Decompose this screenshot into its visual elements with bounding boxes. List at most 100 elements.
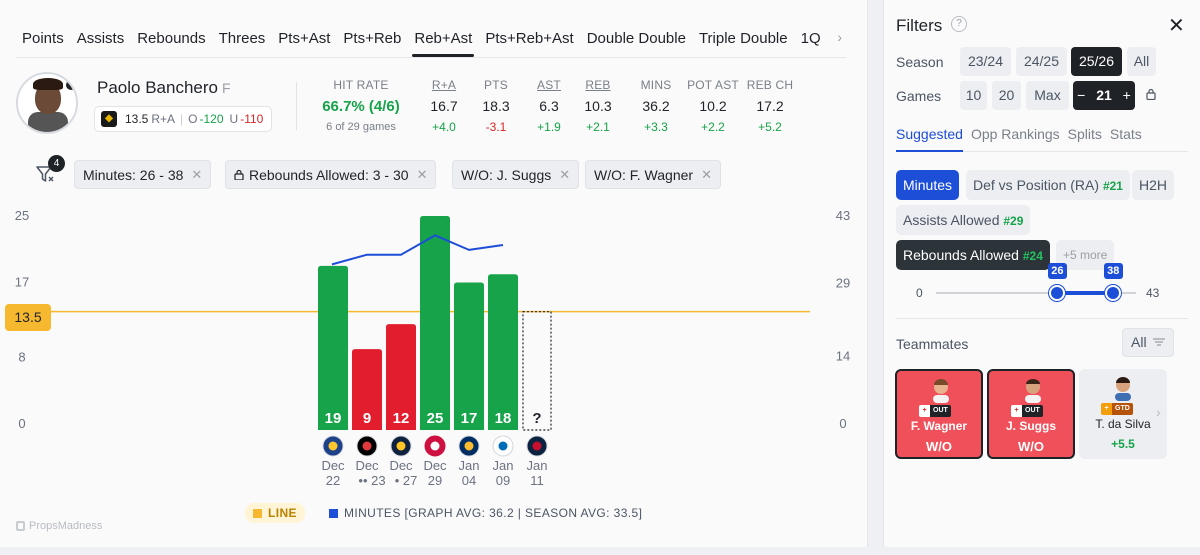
season-2526[interactable]: 25/26 bbox=[1071, 47, 1122, 76]
tab-suggested[interactable]: Suggested bbox=[896, 126, 963, 152]
stat-delta: +2.2 bbox=[701, 120, 725, 134]
slider-high-handle[interactable] bbox=[1104, 285, 1121, 301]
bar[interactable] bbox=[420, 216, 450, 430]
assists-allowed-button[interactable]: Assists Allowed #29 bbox=[896, 205, 1031, 235]
chevron-right-icon[interactable]: › bbox=[837, 29, 842, 45]
player-header: Paolo Banchero F ◆ 13.5 R+A | O -120 U -1… bbox=[16, 72, 298, 136]
stat-label[interactable]: R+A bbox=[431, 78, 457, 92]
stat-label[interactable]: REB bbox=[585, 78, 611, 92]
games-max[interactable]: Max bbox=[1026, 81, 1069, 110]
close-icon[interactable]: ✕ bbox=[416, 166, 428, 182]
slider-low-handle[interactable] bbox=[1048, 285, 1065, 301]
teammate-card-suggs[interactable]: + OUT J. Suggs W/O bbox=[987, 369, 1075, 459]
bar-pending[interactable] bbox=[522, 311, 552, 431]
lock-icon[interactable] bbox=[1146, 88, 1156, 100]
games-stepper[interactable]: − 21 + bbox=[1073, 81, 1135, 110]
tab-assists[interactable]: Assists bbox=[76, 29, 125, 47]
close-icon[interactable]: ✕ bbox=[1168, 15, 1185, 37]
team-badge-icon bbox=[64, 78, 76, 92]
tab-stats[interactable]: Stats bbox=[1109, 126, 1142, 142]
x-tick-day: 22 bbox=[326, 473, 340, 488]
y-left-tick: 0 bbox=[18, 416, 25, 431]
season-all[interactable]: All bbox=[1127, 47, 1156, 76]
x-tick-day: 11 bbox=[530, 473, 544, 488]
team-logo-icon bbox=[526, 435, 548, 457]
tab-points[interactable]: Points bbox=[22, 29, 64, 47]
y-left-tick: 25 bbox=[15, 208, 29, 223]
minutes-range-slider[interactable]: 0 26 38 43 bbox=[896, 263, 1188, 304]
teammate-card-da-silva[interactable]: + GTD T. da Silva +5.5 bbox=[1079, 369, 1167, 459]
stat-delta: +5.2 bbox=[758, 120, 782, 134]
stat-mins: MINS 36.2 +3.3 bbox=[628, 78, 684, 134]
tab-pts-reb[interactable]: Pts+Reb bbox=[343, 29, 402, 47]
teammate-card-wagner[interactable]: + OUT F. Wagner W/O bbox=[895, 369, 983, 459]
stat-value: 10.2 bbox=[699, 98, 727, 114]
stat-value: 16.7 bbox=[430, 98, 458, 114]
tab-pts-reb-ast[interactable]: Pts+Reb+Ast bbox=[485, 29, 574, 47]
tab-double-double[interactable]: Double Double bbox=[586, 29, 686, 47]
plus-button[interactable]: + bbox=[1122, 87, 1131, 103]
legend-line[interactable]: LINE bbox=[245, 503, 305, 523]
games-20[interactable]: 20 bbox=[992, 81, 1021, 110]
minus-button[interactable]: − bbox=[1077, 87, 1086, 103]
tab-reb-ast[interactable]: Reb+Ast bbox=[408, 20, 478, 57]
stat-delta: +4.0 bbox=[432, 120, 456, 134]
x-tick-day: • 27 bbox=[395, 473, 418, 488]
bar-label: 17 bbox=[461, 410, 478, 427]
stat-value: 10.3 bbox=[584, 98, 612, 114]
line-box[interactable]: ◆ 13.5 R+A | O -120 U -110 bbox=[94, 106, 273, 132]
rebounds-allowed-button[interactable]: Rebounds Allowed #24 bbox=[896, 240, 1050, 270]
filter-lines-icon bbox=[1153, 338, 1165, 346]
bar[interactable] bbox=[488, 274, 518, 430]
tab-opp-rankings[interactable]: Opp Rankings bbox=[970, 126, 1060, 142]
chip-rebounds-allowed[interactable]: Rebounds Allowed: 3 - 30 ✕ bbox=[225, 160, 437, 189]
chevron-right-icon[interactable]: › bbox=[1156, 404, 1161, 420]
games-10[interactable]: 10 bbox=[960, 81, 987, 110]
bar[interactable] bbox=[454, 282, 484, 430]
help-icon[interactable]: ? bbox=[951, 16, 967, 32]
close-icon[interactable]: ✕ bbox=[701, 166, 712, 182]
games-value: 21 bbox=[1096, 87, 1112, 103]
close-icon[interactable]: ✕ bbox=[191, 166, 203, 182]
x-tick-day: 29 bbox=[428, 473, 442, 488]
under-label: U bbox=[229, 112, 239, 126]
close-icon[interactable]: ✕ bbox=[559, 166, 571, 182]
stat-value: 36.2 bbox=[642, 98, 670, 114]
tab-threes[interactable]: Threes bbox=[218, 29, 266, 47]
tab-splits[interactable]: Splits bbox=[1067, 126, 1102, 142]
bar[interactable] bbox=[318, 265, 348, 430]
chip-minutes[interactable]: Minutes: 26 - 38 ✕ bbox=[74, 160, 212, 189]
bar-label: 19 bbox=[325, 410, 342, 427]
season-2425[interactable]: 24/25 bbox=[1016, 47, 1067, 76]
x-tick-day: 04 bbox=[462, 473, 476, 488]
bar-label: 9 bbox=[363, 410, 371, 427]
teammate-result: W/O bbox=[926, 439, 952, 454]
under-odds: -110 bbox=[240, 112, 264, 126]
teammates-filter-select[interactable]: All bbox=[1122, 328, 1174, 357]
teammate-avatar bbox=[933, 379, 949, 403]
tab-triple-double[interactable]: Triple Double bbox=[698, 29, 788, 47]
legend-minutes[interactable]: MINUTES [GRAPH AVG: 36.2 | SEASON AVG: 3… bbox=[328, 506, 642, 520]
tab-rebounds[interactable]: Rebounds bbox=[137, 29, 206, 47]
y-right-tick: 43 bbox=[836, 208, 850, 223]
bar[interactable] bbox=[386, 324, 416, 430]
bar[interactable] bbox=[352, 349, 382, 430]
over-odds: -120 bbox=[199, 112, 224, 126]
team-logo-icon bbox=[458, 435, 480, 457]
lock-icon bbox=[234, 169, 244, 180]
bar-label: 18 bbox=[495, 410, 512, 427]
x-tick-month: Dec bbox=[355, 458, 379, 473]
slider-high-value: 38 bbox=[1103, 263, 1123, 279]
chip-wo-suggs[interactable]: W/O: J. Suggs ✕ bbox=[452, 160, 580, 189]
tab-pts-ast[interactable]: Pts+Ast bbox=[278, 29, 331, 47]
chip-wo-wagner[interactable]: W/O: F. Wagner ✕ bbox=[585, 160, 721, 189]
season-2324[interactable]: 23/24 bbox=[960, 47, 1011, 76]
minutes-button[interactable]: Minutes bbox=[896, 170, 960, 200]
stat-label: MINS bbox=[640, 78, 672, 92]
def-vs-position-button[interactable]: Def vs Position (RA) #21 bbox=[966, 170, 1130, 200]
chart-legend: LINE MINUTES [GRAPH AVG: 36.2 | SEASON A… bbox=[245, 503, 642, 523]
stat-r-a: R+A 16.7 +4.0 bbox=[418, 78, 470, 134]
tab-1q[interactable]: 1Q bbox=[800, 29, 821, 47]
stat-label[interactable]: AST bbox=[537, 78, 561, 92]
h2h-button[interactable]: H2H bbox=[1132, 170, 1175, 200]
